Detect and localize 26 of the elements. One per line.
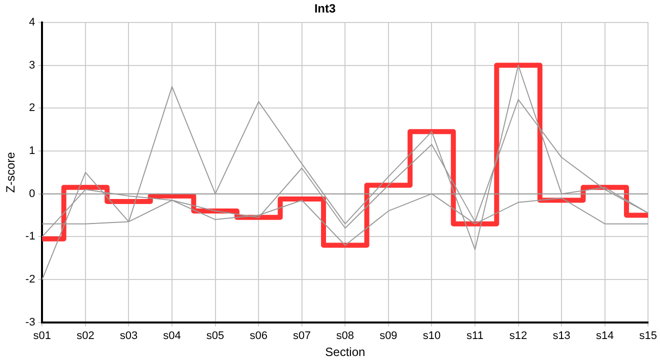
- x-tick-label: s14: [596, 330, 614, 342]
- y-tick-label: -3: [25, 316, 36, 328]
- y-axis-title: Z-score: [4, 152, 18, 193]
- x-tick-label: s13: [552, 330, 570, 342]
- x-tick-label: s01: [33, 330, 52, 342]
- x-tick-label: s04: [163, 330, 181, 342]
- y-tick-label: 3: [29, 59, 36, 72]
- x-tick-label: s11: [466, 330, 484, 342]
- x-axis-title: Section: [325, 345, 366, 360]
- y-tick-label: -2: [25, 274, 36, 286]
- x-tick-label: s06: [250, 330, 268, 342]
- x-tick-label: s12: [509, 330, 528, 342]
- y-tick-label: 0: [29, 188, 36, 200]
- y-tick-label: 4: [29, 16, 36, 28]
- x-tick-label: s15: [639, 330, 658, 342]
- x-tick-label: s08: [336, 330, 354, 342]
- x-tick-label: s03: [120, 330, 138, 342]
- y-tick-label: 1: [29, 145, 36, 158]
- y-tick-label: 2: [29, 102, 36, 114]
- x-tick-label: s07: [293, 330, 311, 342]
- x-tick-label: s02: [76, 330, 94, 342]
- x-tick-label: s09: [380, 330, 398, 342]
- x-tick-label: s10: [422, 330, 441, 342]
- y-tick-label: -1: [25, 230, 36, 243]
- x-tick-label: s05: [206, 330, 224, 342]
- chart-title: Int3: [314, 2, 336, 16]
